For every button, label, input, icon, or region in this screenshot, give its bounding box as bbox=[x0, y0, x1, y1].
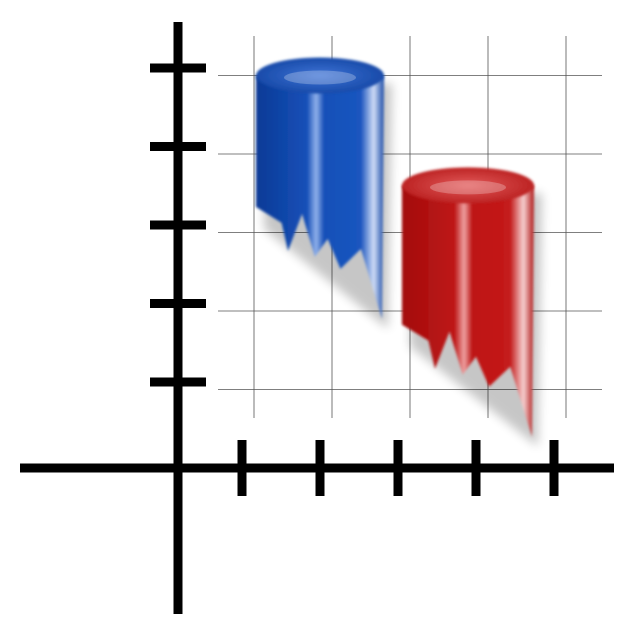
axes bbox=[20, 22, 614, 614]
bar-series-1 bbox=[256, 57, 392, 329]
bar-series-2-body bbox=[402, 185, 534, 437]
bar-series-1-cap-highlight bbox=[284, 70, 356, 85]
bar-series-1-cap bbox=[256, 57, 384, 94]
bar-series-2-cap bbox=[402, 167, 534, 204]
bars bbox=[256, 57, 542, 447]
bar-series-1-body bbox=[256, 75, 384, 319]
bar-series-2 bbox=[402, 167, 542, 447]
bar-series-2-cap-highlight bbox=[430, 180, 506, 195]
